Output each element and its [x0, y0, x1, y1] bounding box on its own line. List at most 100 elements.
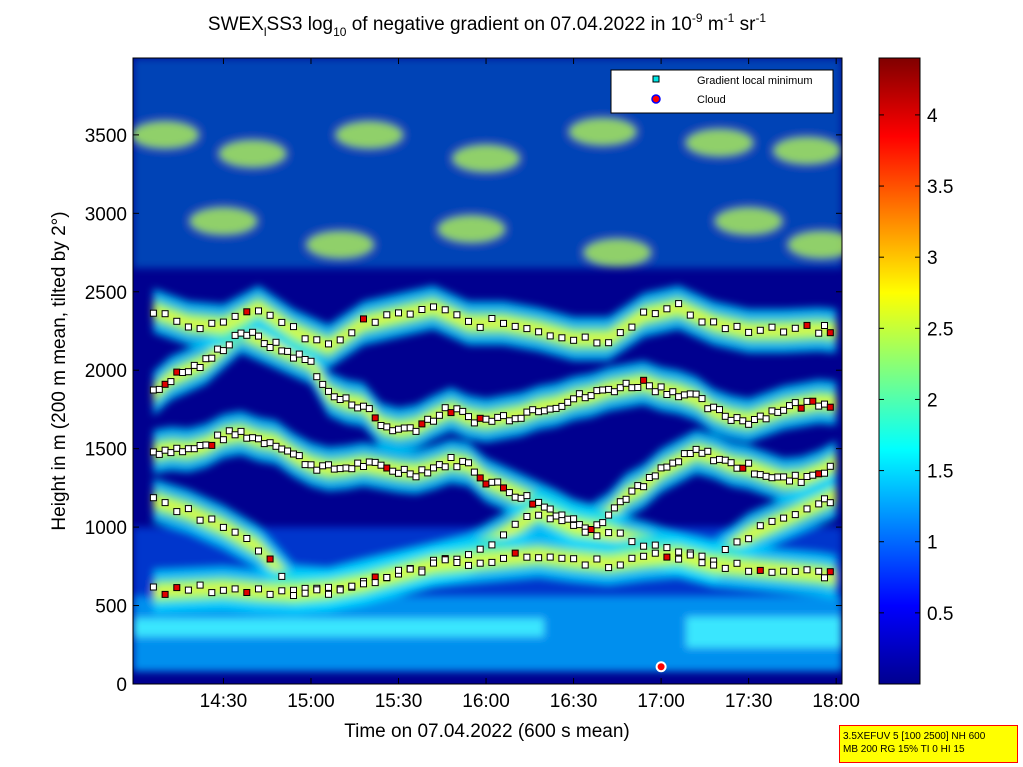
gradient-minimum-marker	[581, 561, 589, 569]
gradient-minimum-marker	[190, 361, 198, 369]
gradient-minimum-marker	[745, 567, 753, 575]
gradient-minimum-marker	[208, 589, 216, 597]
gradient-minimum-marker	[301, 461, 309, 469]
gradient-minimum-marker	[342, 464, 350, 472]
gradient-minimum-marker	[336, 465, 344, 473]
gradient-minimum-marker	[505, 417, 513, 425]
gradient-minimum-marker	[733, 414, 741, 422]
gradient-minimum-marker	[821, 400, 828, 408]
gradient-minimum-marker	[780, 473, 788, 481]
gradient-minimum-marker	[815, 500, 823, 508]
gradient-minimum-marker	[663, 305, 671, 313]
gradient-minimum-marker	[791, 567, 799, 575]
gradient-minimum-marker	[412, 473, 420, 481]
gradient-minimum-marker	[552, 404, 560, 412]
gradient-minimum-marker	[523, 325, 531, 333]
gradient-minimum-marker	[494, 478, 502, 486]
gradient-minimum-marker	[424, 469, 432, 477]
gradient-minimum-marker	[599, 386, 607, 394]
gradient-minimum-marker	[733, 322, 741, 330]
chart-title: SWEXlSS3 log10 of negative gradient on 0…	[208, 11, 767, 39]
gradient-minimum-marker	[552, 512, 560, 520]
gradient-minimum-marker	[284, 447, 292, 455]
gradient-minimum-marker	[786, 402, 793, 410]
gradient-minimum-marker	[184, 368, 192, 376]
gradient-minimum-marker	[523, 408, 531, 416]
gradient-minimum-marker	[406, 565, 414, 573]
gradient-minimum-marker	[529, 500, 537, 508]
gradient-minimum-marker	[535, 554, 543, 562]
gradient-minimum-marker	[225, 427, 233, 435]
gradient-minimum-marker	[651, 310, 659, 318]
gradient-minimum-marker	[710, 457, 718, 465]
gradient-minimum-marker	[716, 455, 723, 463]
gradient-minimum-marker	[383, 423, 391, 431]
gradient-minimum-marker	[149, 386, 157, 394]
gradient-minimum-marker	[167, 378, 175, 386]
gradient-minimum-marker	[704, 405, 712, 413]
gradient-minimum-marker	[255, 307, 262, 315]
gradient-minimum-marker	[371, 318, 379, 326]
gradient-minimum-marker	[535, 511, 543, 519]
gradient-minimum-marker	[476, 559, 484, 567]
gradient-minimum-marker	[202, 355, 210, 363]
gradient-minimum-marker	[546, 505, 554, 513]
gradient-minimum-marker	[470, 419, 478, 427]
gradient-minimum-marker	[640, 542, 648, 550]
gradient-minimum-marker	[243, 535, 251, 542]
gradient-minimum-marker	[780, 328, 788, 336]
gradient-minimum-marker	[546, 553, 554, 561]
y-tick-label: 0	[116, 675, 127, 696]
gradient-minimum-marker	[698, 318, 706, 326]
gradient-minimum-marker	[406, 310, 414, 318]
gradient-minimum-marker	[774, 473, 782, 481]
gradient-minimum-marker	[360, 580, 367, 588]
gradient-minimum-marker	[208, 441, 216, 449]
gradient-minimum-marker	[447, 409, 455, 417]
gradient-minimum-marker	[675, 548, 683, 556]
gradient-minimum-marker	[255, 435, 262, 443]
gradient-minimum-marker	[523, 553, 531, 561]
y-tick-label: 3000	[85, 204, 127, 225]
gradient-minimum-marker	[791, 471, 799, 479]
band-layer-3-core	[153, 302, 837, 352]
gradient-minimum-marker	[780, 514, 788, 522]
gradient-minimum-marker	[441, 463, 449, 471]
gradient-minimum-marker	[511, 322, 519, 330]
colorbar: 0.5 1 1.5 2 2.5 3 3.5 4	[878, 57, 953, 685]
gradient-minimum-marker	[418, 420, 426, 428]
gradient-minimum-marker	[208, 319, 216, 327]
gradient-minimum-marker	[412, 427, 420, 435]
gradient-minimum-marker	[219, 318, 227, 326]
gradient-minimum-marker	[523, 492, 531, 500]
gradient-minimum-marker	[184, 445, 192, 453]
gradient-minimum-marker	[161, 499, 169, 507]
gradient-minimum-marker	[768, 474, 776, 482]
gradient-minimum-marker	[307, 357, 315, 365]
gradient-minimum-marker	[488, 315, 496, 322]
gradient-minimum-marker	[605, 385, 613, 393]
x-axis-ticks: 14:30 15:00 15:30 16:00 16:30 17:00 17:30 18:00	[200, 58, 860, 712]
gradient-minimum-marker	[745, 459, 753, 467]
band-upper-patch	[133, 120, 200, 149]
gradient-minimum-marker	[826, 403, 834, 411]
gradient-minimum-marker	[511, 520, 519, 528]
gradient-minimum-marker	[488, 541, 496, 549]
gradient-minimum-marker	[155, 385, 163, 393]
gradient-minimum-marker	[196, 325, 204, 333]
gradient-minimum-marker	[301, 335, 309, 343]
gradient-minimum-marker	[214, 345, 222, 353]
gradient-minimum-marker	[692, 390, 700, 398]
gradient-minimum-marker	[196, 364, 204, 371]
gradient-minimum-marker	[727, 459, 735, 467]
gradient-minimum-marker	[266, 555, 274, 563]
gradient-minimum-marker	[336, 336, 344, 344]
gradient-minimum-marker	[826, 329, 834, 337]
gradient-minimum-marker	[716, 406, 723, 414]
gradient-minimum-marker	[371, 414, 379, 422]
gradient-minimum-marker	[383, 311, 391, 319]
gradient-minimum-marker	[290, 354, 297, 362]
gradient-minimum-marker	[610, 504, 618, 512]
gradient-minimum-marker	[395, 425, 402, 433]
gradient-minimum-marker	[575, 521, 583, 529]
